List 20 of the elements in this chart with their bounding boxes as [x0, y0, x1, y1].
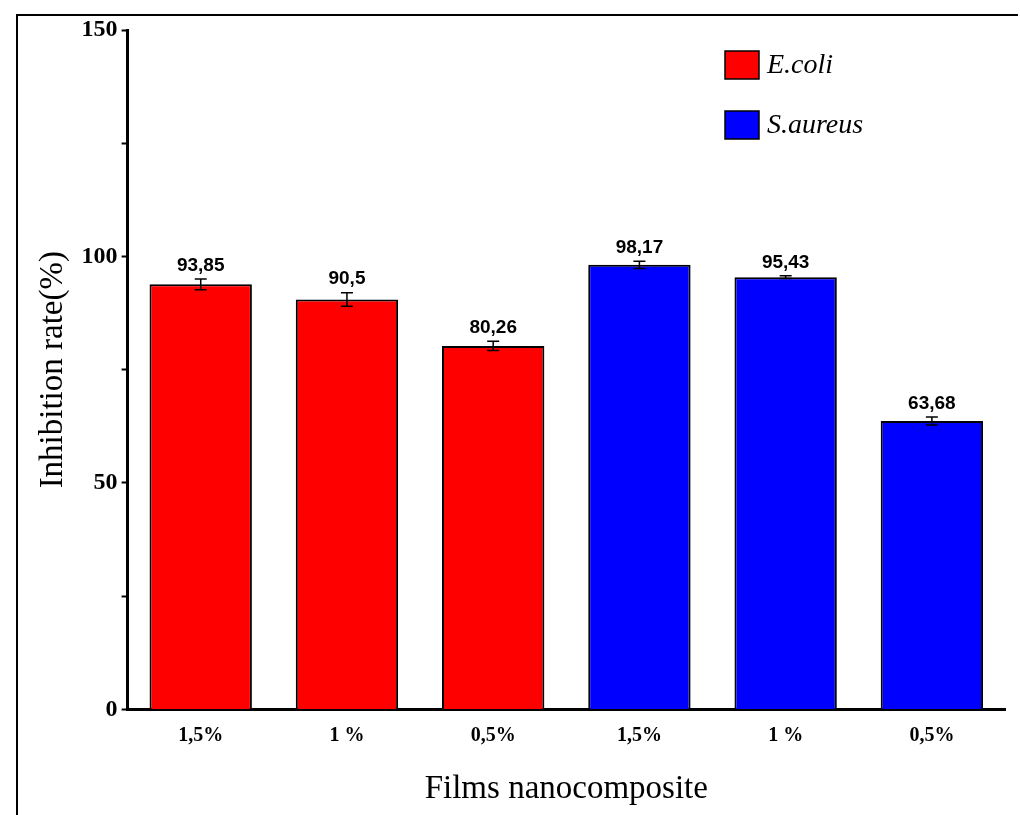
legend-label: E.coli: [766, 48, 834, 80]
x-tick-label: 0,5%: [470, 722, 516, 745]
x-tick-label: 1 %: [768, 722, 804, 745]
x-tick-label: 1 %: [329, 722, 365, 745]
y-tick-label: 150: [81, 15, 118, 42]
x-tick-label: 1,5%: [616, 722, 662, 745]
y-axis-title: Inhibition rate(%): [33, 251, 71, 489]
data-label: 80,26: [469, 316, 517, 338]
x-axis-title: Films nanocomposite: [424, 768, 708, 805]
legend-label: S.aureus: [767, 108, 864, 140]
y-tick-label: 0: [105, 694, 118, 721]
data-label: 90,5: [328, 267, 366, 289]
y-tick-label: 100: [81, 241, 118, 268]
data-label: 95,43: [761, 250, 810, 272]
y-tick-label: 50: [93, 468, 118, 495]
x-tick-label: 0,5%: [909, 722, 955, 745]
data-label: 93,85: [176, 253, 225, 275]
data-label: 98,17: [615, 235, 664, 257]
x-tick-label: 1,5%: [178, 722, 224, 745]
data-label: 63,68: [908, 391, 956, 413]
